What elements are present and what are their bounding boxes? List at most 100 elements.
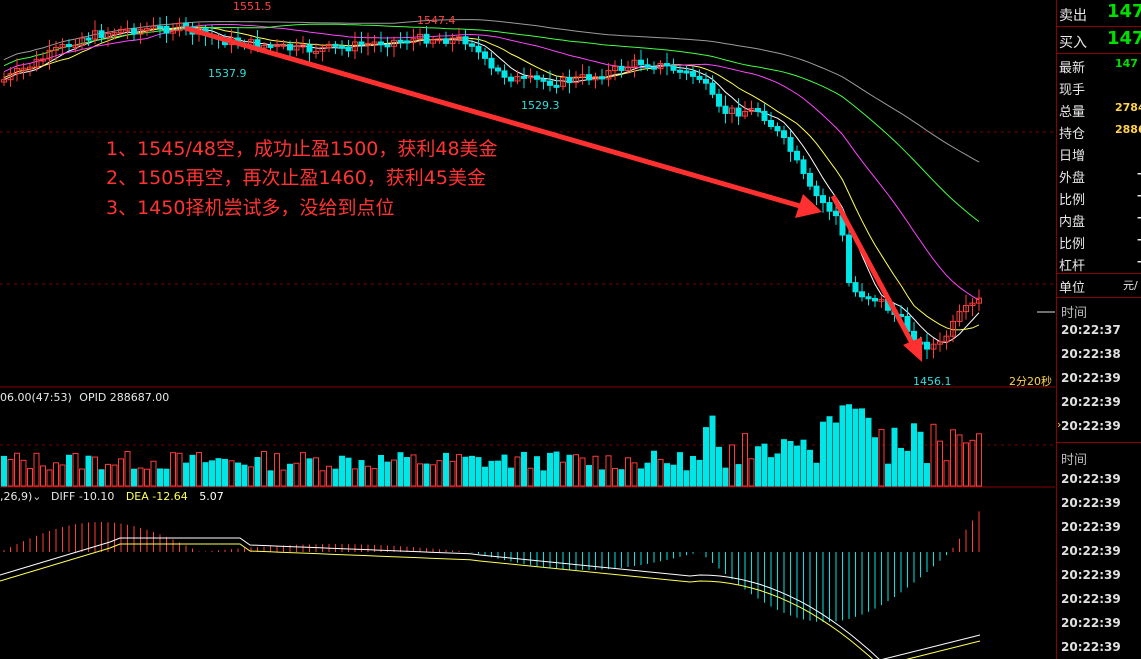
volume-bar bbox=[124, 451, 131, 487]
candle-body bbox=[579, 74, 586, 78]
volume-bar bbox=[859, 408, 865, 487]
volume-bar bbox=[157, 468, 163, 487]
trade-time: 20:22:39 bbox=[1061, 592, 1121, 606]
volume-bar bbox=[904, 450, 911, 487]
candle-body bbox=[14, 67, 20, 75]
candle-body bbox=[111, 32, 118, 36]
volume-bar bbox=[443, 452, 449, 487]
volume-bar bbox=[27, 468, 33, 487]
volume-bar bbox=[118, 458, 124, 487]
buy-row: 买入 147 bbox=[1057, 27, 1141, 53]
candle-body bbox=[768, 119, 774, 127]
quote-row: 外盘 - bbox=[1057, 164, 1141, 186]
candle-body bbox=[735, 107, 742, 117]
candle-body bbox=[267, 44, 274, 48]
candle-body bbox=[677, 69, 683, 73]
candle-body bbox=[27, 66, 33, 70]
volume-bar bbox=[631, 462, 638, 487]
volume-bar bbox=[787, 441, 794, 487]
chevron-right-icon[interactable]: › bbox=[1057, 418, 1062, 431]
volume-bar bbox=[449, 460, 456, 487]
candle-body bbox=[742, 110, 748, 117]
trend-arrow-2-head bbox=[903, 337, 922, 362]
volume-bar bbox=[800, 439, 807, 487]
volume-bar bbox=[482, 466, 488, 487]
price-label-low1: 1537.9 bbox=[208, 67, 247, 80]
volume-bar bbox=[209, 460, 215, 487]
volume-bar bbox=[183, 462, 189, 487]
volume-bar bbox=[235, 462, 241, 487]
volume-bar bbox=[241, 464, 248, 487]
candle-body bbox=[293, 45, 300, 51]
candle-body bbox=[170, 30, 176, 34]
candle-body bbox=[800, 159, 807, 174]
volume-bar bbox=[852, 408, 859, 487]
volume-bar bbox=[917, 431, 924, 487]
candle-body bbox=[924, 341, 930, 350]
candle-body bbox=[612, 65, 618, 72]
volume-bar bbox=[599, 469, 605, 487]
volume-bar bbox=[703, 427, 709, 487]
volume-bar bbox=[761, 443, 768, 487]
volume-bar bbox=[586, 465, 592, 487]
candle-body bbox=[969, 302, 976, 307]
price-label-high2: 1547.4 bbox=[417, 14, 456, 27]
candle-body bbox=[339, 45, 345, 49]
volume-bar bbox=[352, 468, 358, 487]
volume-bar bbox=[404, 457, 410, 487]
candle-body bbox=[352, 41, 358, 52]
candle-body bbox=[274, 43, 280, 47]
candle-body bbox=[488, 57, 495, 69]
annotation-line-2: 2、1505再空，再次止盈1460，获利45美金 bbox=[106, 167, 486, 189]
candle-body bbox=[547, 80, 553, 86]
volume-bar bbox=[287, 463, 293, 487]
quote-row-label: 最新 bbox=[1059, 61, 1086, 76]
volume-bar bbox=[72, 453, 79, 487]
candle-body bbox=[7, 73, 14, 81]
candle-body bbox=[605, 70, 612, 80]
candle-body bbox=[118, 28, 124, 34]
kline-chart[interactable] bbox=[0, 0, 1055, 659]
candle-body bbox=[651, 66, 657, 70]
volume-bar bbox=[222, 458, 228, 487]
quote-row: 现手 bbox=[1057, 76, 1141, 98]
volume-bar bbox=[950, 429, 956, 487]
dea-value: DEA -12.64 bbox=[125, 490, 188, 503]
volume-bar bbox=[456, 454, 462, 487]
price-label-low3: 1456.1 bbox=[913, 375, 952, 388]
candle-body bbox=[716, 93, 722, 107]
price-label-low2: 1529.3 bbox=[521, 99, 560, 112]
volume-bar bbox=[326, 465, 332, 487]
candle-body bbox=[846, 234, 852, 284]
quote-row-value: - bbox=[1137, 233, 1141, 246]
candle-body bbox=[644, 64, 651, 68]
trade-time: 20:22:39 bbox=[1061, 520, 1121, 534]
quote-row-value: 147 bbox=[1115, 57, 1138, 70]
volume-bar bbox=[748, 458, 755, 487]
volume-bar bbox=[319, 470, 326, 487]
volume-bar bbox=[813, 462, 820, 487]
candle-body bbox=[144, 28, 150, 32]
volume-bar bbox=[872, 437, 878, 487]
volume-bar bbox=[683, 470, 690, 487]
candle-body bbox=[683, 70, 690, 74]
candle-body bbox=[625, 66, 631, 71]
candle-body bbox=[345, 46, 352, 52]
volume-info-bar: 06.00(47:53) OPID 288687.00 bbox=[0, 391, 169, 404]
volume-bar bbox=[293, 462, 300, 487]
candle-body bbox=[456, 36, 462, 40]
chevron-down-icon[interactable]: ⌄ bbox=[32, 490, 42, 503]
volume-bar bbox=[79, 468, 85, 487]
candle-body bbox=[131, 28, 137, 35]
volume-bar bbox=[475, 457, 482, 487]
volume-bar bbox=[625, 457, 631, 487]
candle-body bbox=[748, 108, 755, 112]
candle-body bbox=[755, 108, 761, 112]
unit-label: 单位 bbox=[1059, 281, 1086, 296]
volume-bar bbox=[664, 463, 670, 487]
volume-bar bbox=[280, 469, 287, 487]
volume-bar bbox=[794, 445, 800, 487]
candle-body bbox=[157, 25, 163, 29]
quote-row-value: 2886 bbox=[1115, 123, 1141, 136]
volume-bar bbox=[638, 468, 644, 487]
